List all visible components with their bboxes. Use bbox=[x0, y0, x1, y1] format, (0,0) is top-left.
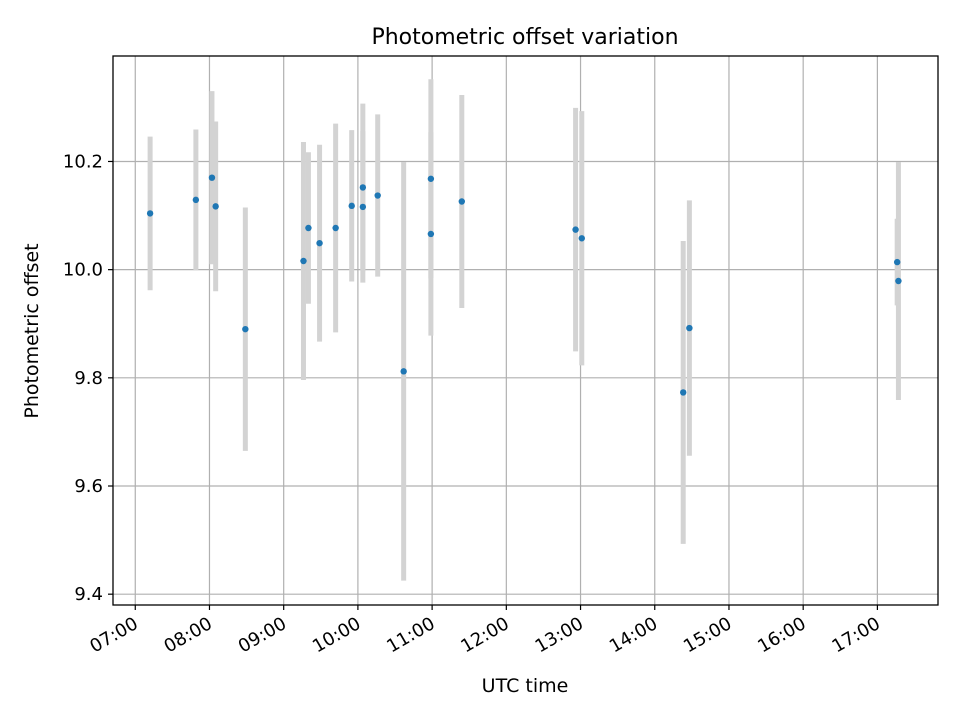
x-tick-label: 14:00 bbox=[606, 613, 661, 657]
data-point bbox=[895, 277, 902, 285]
data-point bbox=[359, 184, 367, 191]
data-point bbox=[208, 174, 216, 181]
data-point bbox=[316, 239, 323, 247]
y-tick-label: 9.6 bbox=[74, 476, 103, 497]
x-tick-label: 07:00 bbox=[86, 613, 141, 657]
data-points bbox=[146, 174, 902, 396]
x-axis-label: UTC time bbox=[482, 675, 569, 697]
data-point bbox=[458, 198, 466, 205]
error-bars bbox=[147, 79, 901, 581]
grid bbox=[113, 56, 938, 605]
y-tick-label: 9.4 bbox=[74, 584, 103, 605]
y-tick-label: 10.0 bbox=[63, 260, 103, 281]
data-point bbox=[332, 224, 339, 232]
data-point bbox=[212, 203, 219, 210]
data-point bbox=[192, 196, 200, 204]
data-point bbox=[427, 230, 435, 238]
data-point bbox=[680, 389, 687, 396]
x-tick-label: 09:00 bbox=[235, 613, 290, 657]
data-point bbox=[400, 368, 407, 375]
data-point bbox=[300, 257, 307, 265]
data-point bbox=[348, 202, 355, 210]
x-tick-label: 15:00 bbox=[680, 613, 735, 657]
y-axis: 9.4 9.6 9.8 10.0 10.2 bbox=[63, 151, 113, 605]
x-tick-label: 08:00 bbox=[161, 613, 216, 657]
data-point bbox=[578, 235, 585, 242]
plot-area bbox=[112, 55, 939, 606]
data-point bbox=[686, 324, 693, 332]
x-tick-label: 10:00 bbox=[309, 613, 364, 657]
x-tick-label: 17:00 bbox=[828, 613, 883, 657]
data-point bbox=[374, 192, 381, 199]
y-axis-label: Photometric offset bbox=[21, 243, 43, 418]
y-tick-label: 10.2 bbox=[63, 151, 103, 172]
chart-title: Photometric offset variation bbox=[371, 25, 678, 50]
data-point bbox=[359, 203, 367, 211]
data-point bbox=[893, 258, 901, 266]
data-point bbox=[146, 210, 154, 217]
x-axis: 07:00 08:00 09:00 10:00 11:00 12:00 13:00 14:00… bbox=[86, 605, 884, 657]
data-point bbox=[427, 175, 435, 182]
y-tick-label: 9.8 bbox=[74, 368, 103, 389]
data-point bbox=[242, 325, 249, 333]
data-point bbox=[305, 224, 312, 232]
x-tick-label: 12:00 bbox=[457, 613, 512, 657]
x-tick-label: 16:00 bbox=[754, 613, 809, 657]
x-tick-label: 13:00 bbox=[532, 613, 587, 657]
data-point bbox=[572, 226, 579, 233]
x-tick-label: 11:00 bbox=[383, 613, 438, 657]
